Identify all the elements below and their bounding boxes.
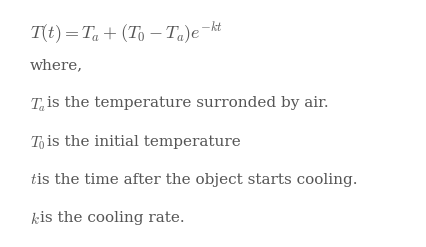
Text: $T_{a}$: $T_{a}$ bbox=[30, 96, 47, 114]
Text: is the cooling rate.: is the cooling rate. bbox=[40, 211, 184, 225]
Text: $T_{0}$: $T_{0}$ bbox=[30, 135, 47, 152]
Text: $k$: $k$ bbox=[30, 211, 40, 227]
Text: where,: where, bbox=[30, 58, 83, 72]
Text: is the initial temperature: is the initial temperature bbox=[47, 135, 241, 149]
Text: $t$: $t$ bbox=[30, 173, 37, 187]
Text: is the time after the object starts cooling.: is the time after the object starts cool… bbox=[37, 173, 358, 187]
Text: $T(t)=T_{a}+(T_{0}-T_{a})e^{-kt}$: $T(t)=T_{a}+(T_{0}-T_{a})e^{-kt}$ bbox=[30, 20, 223, 45]
Text: is the temperature surronded by air.: is the temperature surronded by air. bbox=[47, 96, 329, 110]
